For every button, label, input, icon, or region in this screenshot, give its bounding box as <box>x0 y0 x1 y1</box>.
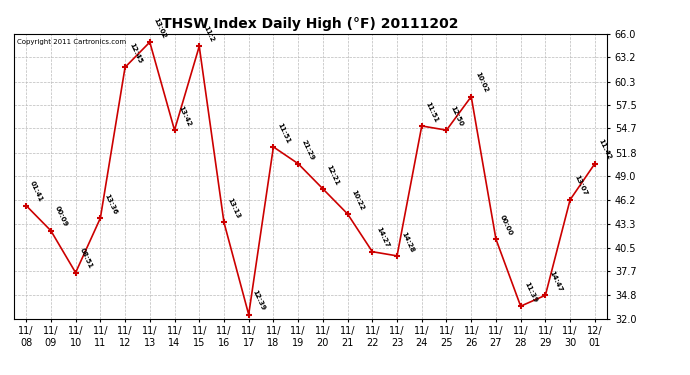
Text: 00:00: 00:00 <box>499 214 513 236</box>
Text: 14:47: 14:47 <box>548 270 563 292</box>
Text: 01:41: 01:41 <box>29 180 44 203</box>
Text: 14:27: 14:27 <box>375 226 390 249</box>
Text: 12:39: 12:39 <box>251 289 266 312</box>
Text: 12:50: 12:50 <box>449 105 464 128</box>
Text: 13:36: 13:36 <box>103 193 118 215</box>
Text: 11:39: 11:39 <box>524 281 538 303</box>
Text: 10:02: 10:02 <box>474 71 489 94</box>
Text: 00:09: 00:09 <box>54 205 68 228</box>
Text: 11:51: 11:51 <box>276 122 291 144</box>
Text: 12:45: 12:45 <box>128 42 143 64</box>
Text: 11:42: 11:42 <box>598 138 613 161</box>
Text: Copyright 2011 Cartronics.com: Copyright 2011 Cartronics.com <box>17 39 126 45</box>
Text: 08:51: 08:51 <box>79 247 93 270</box>
Text: 10:22: 10:22 <box>351 189 365 211</box>
Text: 13:42: 13:42 <box>177 105 192 128</box>
Text: 11:51: 11:51 <box>424 100 440 123</box>
Text: 13:02: 13:02 <box>152 17 168 39</box>
Text: 12:21: 12:21 <box>326 164 340 186</box>
Title: THSW Index Daily High (°F) 20111202: THSW Index Daily High (°F) 20111202 <box>162 17 459 31</box>
Text: 13:07: 13:07 <box>573 174 588 197</box>
Text: 13:13: 13:13 <box>227 197 242 220</box>
Text: 11:2: 11:2 <box>202 26 215 44</box>
Text: 21:29: 21:29 <box>301 138 315 161</box>
Text: 14:28: 14:28 <box>400 230 415 253</box>
